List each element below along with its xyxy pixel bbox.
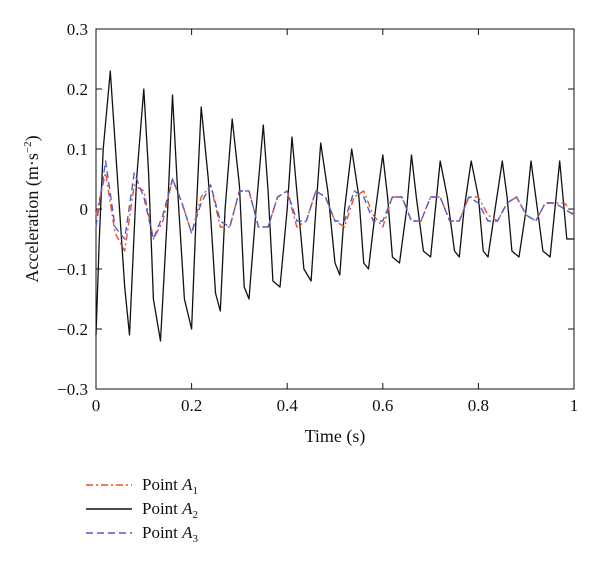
series-line-3 — [95, 160, 575, 240]
legend-label-3: Point A3 — [142, 523, 199, 545]
x-tick-label: 0.8 — [468, 396, 489, 415]
y-axis-label-close: ) — [22, 135, 43, 141]
x-tick-label: 0.4 — [277, 396, 299, 415]
y-tick-label: 0.2 — [67, 80, 88, 99]
y-tick-label: 0 — [80, 200, 89, 219]
y-axis-label-exponent: −2 — [22, 141, 34, 153]
y-tick-label: 0.3 — [67, 20, 88, 39]
x-tick-label: 1 — [570, 396, 579, 415]
y-axis-label-main: Acceleration (m·s — [22, 153, 43, 282]
legend-label-2: Point A2 — [142, 499, 198, 521]
y-tick-label: −0.3 — [57, 380, 88, 399]
series-line-2 — [95, 70, 574, 342]
x-tick-label: 0.2 — [181, 396, 202, 415]
x-axis-ticks: 0 0.2 0.4 0.6 0.8 1 — [92, 29, 579, 415]
y-tick-label: −0.1 — [57, 260, 88, 279]
y-axis-label: Acceleration (m·s−2) — [22, 135, 43, 282]
y-tick-label: 0.1 — [67, 140, 88, 159]
x-axis-label: Time (s) — [305, 426, 366, 447]
y-tick-label: −0.2 — [57, 320, 88, 339]
legend-label-1: Point A1 — [142, 475, 198, 497]
x-tick-label: 0.6 — [372, 396, 393, 415]
plot-lines — [95, 70, 575, 342]
x-tick-label: 0 — [92, 396, 101, 415]
